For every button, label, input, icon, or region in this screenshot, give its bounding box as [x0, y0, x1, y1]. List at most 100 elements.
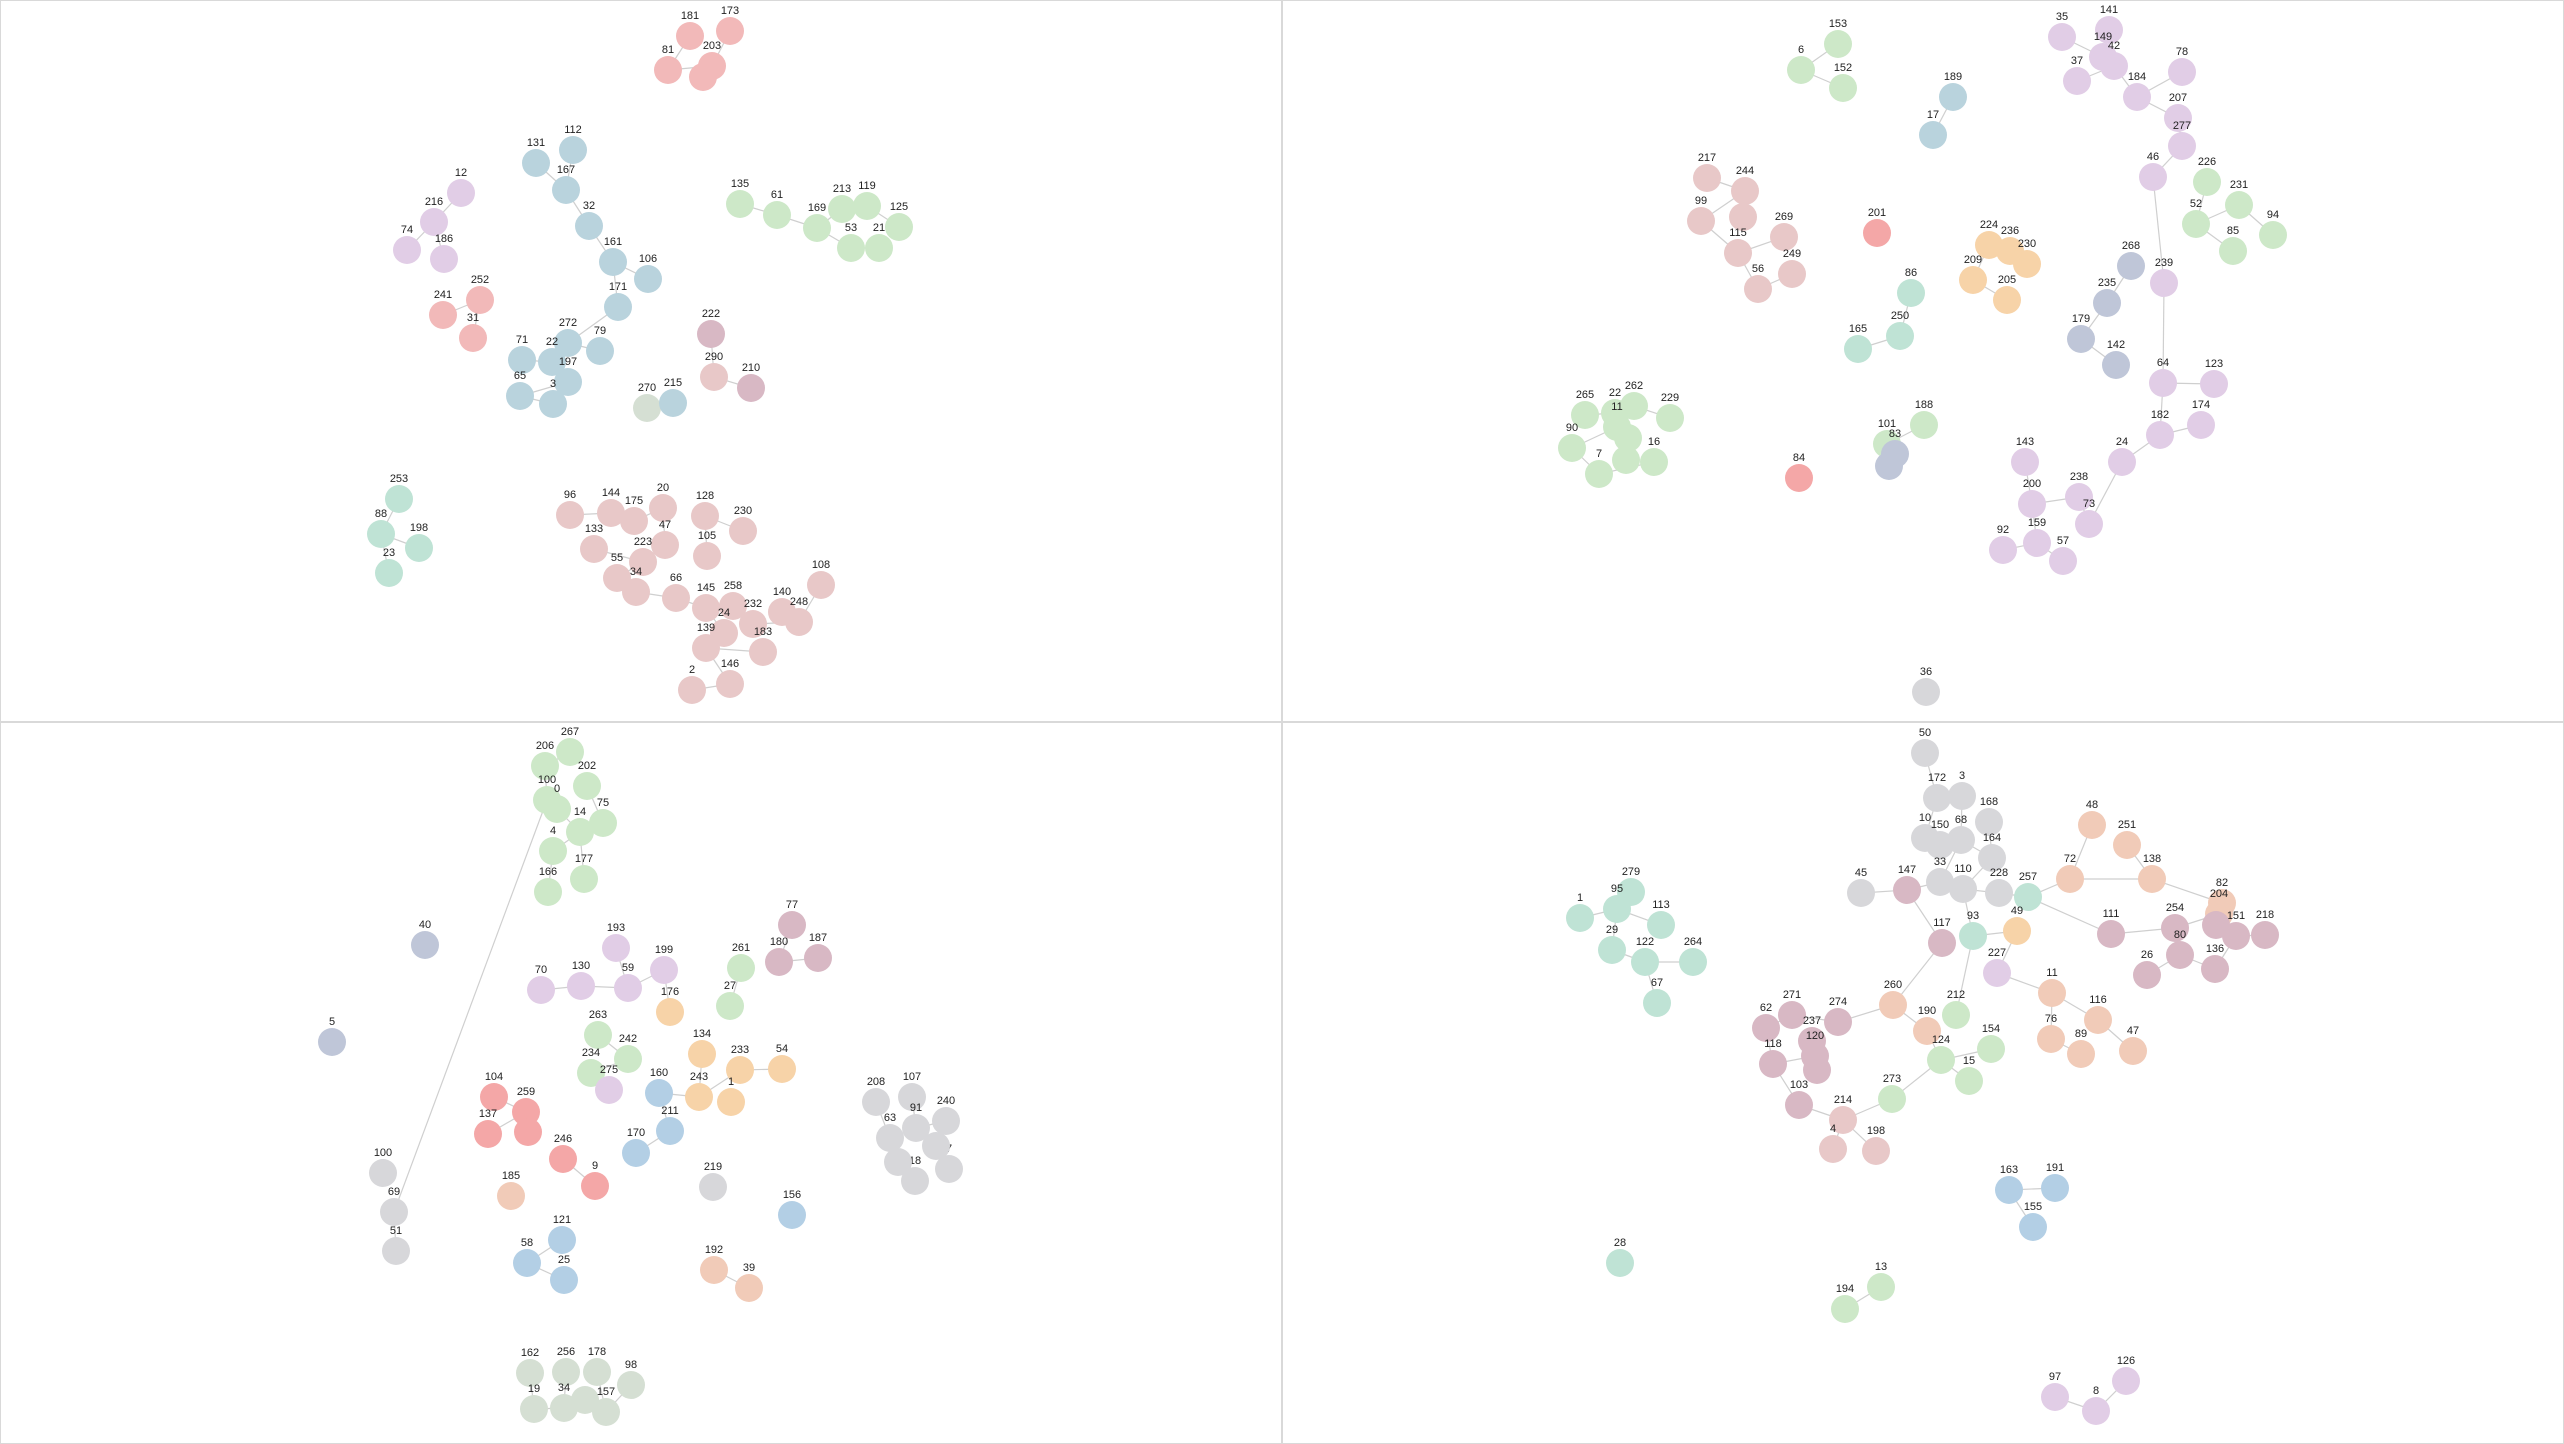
- graph-node[interactable]: [807, 571, 835, 599]
- graph-node[interactable]: [2219, 237, 2247, 265]
- graph-node[interactable]: [1897, 279, 1925, 307]
- graph-node[interactable]: [656, 1117, 684, 1145]
- graph-node[interactable]: [543, 795, 571, 823]
- graph-node[interactable]: [2003, 917, 2031, 945]
- graph-node[interactable]: [2013, 250, 2041, 278]
- graph-node[interactable]: [2259, 221, 2287, 249]
- graph-node[interactable]: [768, 1055, 796, 1083]
- graph-node[interactable]: [2048, 23, 2076, 51]
- graph-node[interactable]: [2138, 865, 2166, 893]
- graph-node[interactable]: [884, 1148, 912, 1176]
- graph-node[interactable]: [1989, 536, 2017, 564]
- graph-node[interactable]: [429, 301, 457, 329]
- graph-node[interactable]: [1955, 1067, 1983, 1095]
- graph-node[interactable]: [459, 324, 487, 352]
- graph-node[interactable]: [1693, 164, 1721, 192]
- graph-node[interactable]: [1893, 876, 1921, 904]
- graph-node[interactable]: [692, 634, 720, 662]
- graph-node[interactable]: [570, 865, 598, 893]
- graph-node[interactable]: [1844, 335, 1872, 363]
- graph-node[interactable]: [539, 390, 567, 418]
- graph-node[interactable]: [1606, 1249, 1634, 1277]
- graph-node[interactable]: [2095, 16, 2123, 44]
- graph-node[interactable]: [885, 213, 913, 241]
- graph-node[interactable]: [2038, 979, 2066, 1007]
- graph-node[interactable]: [549, 1145, 577, 1173]
- graph-node[interactable]: [1566, 904, 1594, 932]
- graph-node[interactable]: [1729, 203, 1757, 231]
- graph-node[interactable]: [480, 1083, 508, 1111]
- graph-node[interactable]: [1643, 989, 1671, 1017]
- graph-node[interactable]: [700, 1256, 728, 1284]
- graph-node[interactable]: [685, 1083, 713, 1111]
- graph-node[interactable]: [531, 752, 559, 780]
- graph-node[interactable]: [778, 911, 806, 939]
- graph-node[interactable]: [662, 584, 690, 612]
- graph-node[interactable]: [2067, 1040, 2095, 1068]
- graph-node[interactable]: [1640, 448, 1668, 476]
- graph-node[interactable]: [573, 772, 601, 800]
- graph-node[interactable]: [2168, 58, 2196, 86]
- graph-node[interactable]: [1939, 83, 1967, 111]
- graph-node[interactable]: [1829, 1106, 1857, 1134]
- graph-node[interactable]: [1656, 404, 1684, 432]
- graph-node[interactable]: [620, 507, 648, 535]
- graph-node[interactable]: [527, 976, 555, 1004]
- graph-node[interactable]: [538, 348, 566, 376]
- graph-node[interactable]: [1926, 831, 1954, 859]
- graph-node[interactable]: [466, 286, 494, 314]
- graph-node[interactable]: [1787, 56, 1815, 84]
- graph-node[interactable]: [726, 190, 754, 218]
- graph-node[interactable]: [726, 1056, 754, 1084]
- graph-node[interactable]: [554, 329, 582, 357]
- graph-node[interactable]: [447, 179, 475, 207]
- graph-node[interactable]: [1995, 1176, 2023, 1204]
- graph-node[interactable]: [2201, 955, 2229, 983]
- graph-node[interactable]: [862, 1088, 890, 1116]
- graph-node[interactable]: [717, 1088, 745, 1116]
- graph-node[interactable]: [649, 494, 677, 522]
- graph-node[interactable]: [693, 542, 721, 570]
- graph-node[interactable]: [935, 1155, 963, 1183]
- graph-node[interactable]: [1875, 452, 1903, 480]
- graph-node[interactable]: [2014, 883, 2042, 911]
- graph-node[interactable]: [385, 485, 413, 513]
- graph-node[interactable]: [2067, 325, 2095, 353]
- graph-node[interactable]: [516, 1359, 544, 1387]
- graph-node[interactable]: [566, 818, 594, 846]
- graph-node[interactable]: [1778, 260, 1806, 288]
- graph-node[interactable]: [2187, 411, 2215, 439]
- graph-node[interactable]: [1959, 266, 1987, 294]
- graph-node[interactable]: [837, 234, 865, 262]
- graph-node[interactable]: [689, 63, 717, 91]
- graph-node[interactable]: [1910, 411, 1938, 439]
- graph-node[interactable]: [614, 1045, 642, 1073]
- graph-node[interactable]: [1744, 275, 1772, 303]
- graph-node[interactable]: [584, 1021, 612, 1049]
- graph-node[interactable]: [567, 972, 595, 1000]
- graph-node[interactable]: [1770, 223, 1798, 251]
- graph-node[interactable]: [2097, 920, 2125, 948]
- graph-node[interactable]: [1603, 895, 1631, 923]
- graph-node[interactable]: [803, 214, 831, 242]
- graph-node[interactable]: [629, 548, 657, 576]
- graph-node[interactable]: [552, 1358, 580, 1386]
- graph-node[interactable]: [497, 1182, 525, 1210]
- graph-node[interactable]: [367, 520, 395, 548]
- graph-node[interactable]: [1942, 1001, 1970, 1029]
- graph-node[interactable]: [2149, 369, 2177, 397]
- graph-node[interactable]: [2078, 811, 2106, 839]
- graph-node[interactable]: [1913, 1017, 1941, 1045]
- graph-node[interactable]: [405, 534, 433, 562]
- graph-node[interactable]: [1598, 936, 1626, 964]
- graph-node[interactable]: [1977, 1035, 2005, 1063]
- graph-node[interactable]: [520, 1395, 548, 1423]
- graph-node[interactable]: [656, 998, 684, 1026]
- graph-node[interactable]: [654, 56, 682, 84]
- graph-node[interactable]: [2011, 448, 2039, 476]
- graph-node[interactable]: [2117, 252, 2145, 280]
- graph-node[interactable]: [1919, 121, 1947, 149]
- graph-node[interactable]: [876, 1124, 904, 1152]
- graph-node[interactable]: [727, 954, 755, 982]
- graph-node[interactable]: [1948, 782, 1976, 810]
